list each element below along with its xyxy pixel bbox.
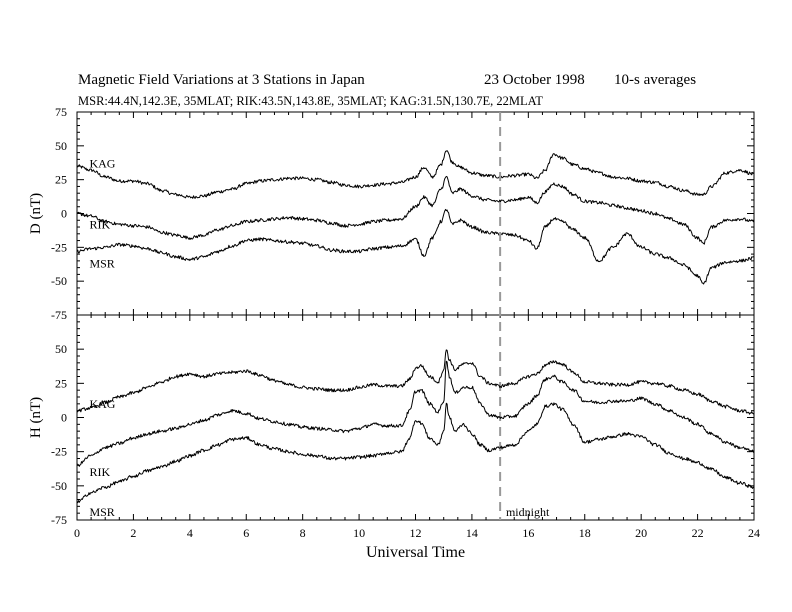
- x-tick-label: 16: [522, 526, 534, 540]
- station-label-kag: KAG: [89, 397, 115, 411]
- y-axis-label: H (nT): [28, 397, 44, 438]
- trace-rik-top: [76, 175, 755, 245]
- y-axis-label: D (nT): [28, 193, 44, 234]
- x-tick-label: 14: [466, 526, 478, 540]
- midnight-label: midnight: [506, 505, 550, 519]
- chart-title: Magnetic Field Variations at 3 Stations …: [78, 72, 365, 88]
- y-tick-label: -25: [51, 240, 67, 254]
- panel-frame-bottom: [76, 314, 755, 521]
- y-tick-label: -25: [51, 445, 67, 459]
- station-label-rik: RIK: [89, 465, 110, 479]
- x-tick-label: 18: [579, 526, 591, 540]
- station-label-rik: RIK: [89, 217, 110, 231]
- chart-averaging: 10-s averages: [614, 72, 697, 88]
- x-tick-label: 22: [692, 526, 704, 540]
- x-tick-label: 24: [748, 526, 760, 540]
- x-tick-label: 8: [300, 526, 306, 540]
- y-tick-label: 0: [61, 411, 67, 425]
- x-tick-label: 0: [74, 526, 80, 540]
- trace-kag-bottom: [76, 349, 755, 415]
- station-coordinates: MSR:44.4N,142.3E, 35MLAT; RIK:43.5N,143.…: [78, 94, 543, 108]
- y-tick-label: -75: [51, 308, 67, 322]
- trace-rik-bottom: [76, 360, 755, 467]
- trace-msr-bottom: [77, 402, 755, 504]
- y-tick-label: 50: [55, 342, 67, 356]
- y-tick-label: -50: [51, 274, 67, 288]
- x-tick-label: 10: [353, 526, 365, 540]
- y-tick-label: -50: [51, 479, 67, 493]
- station-label-kag: KAG: [89, 156, 115, 170]
- y-tick-label: 25: [55, 376, 67, 390]
- x-tick-label: 12: [410, 526, 422, 540]
- y-tick-label: 0: [61, 207, 67, 221]
- x-tick-label: 6: [243, 526, 249, 540]
- station-label-msr: MSR: [89, 505, 114, 519]
- x-tick-label: 2: [130, 526, 136, 540]
- x-tick-label: 20: [635, 526, 647, 540]
- y-tick-label: 50: [55, 139, 67, 153]
- station-label-msr: MSR: [89, 257, 114, 271]
- trace-msr-top: [76, 208, 755, 285]
- x-axis-label: Universal Time: [366, 544, 465, 561]
- y-tick-label: 75: [55, 105, 67, 119]
- y-tick-label: 25: [55, 173, 67, 187]
- x-tick-label: 4: [187, 526, 193, 540]
- chart-date: 23 October 1998: [484, 72, 585, 88]
- y-tick-label: -75: [51, 513, 67, 527]
- trace-kag-top: [76, 150, 755, 199]
